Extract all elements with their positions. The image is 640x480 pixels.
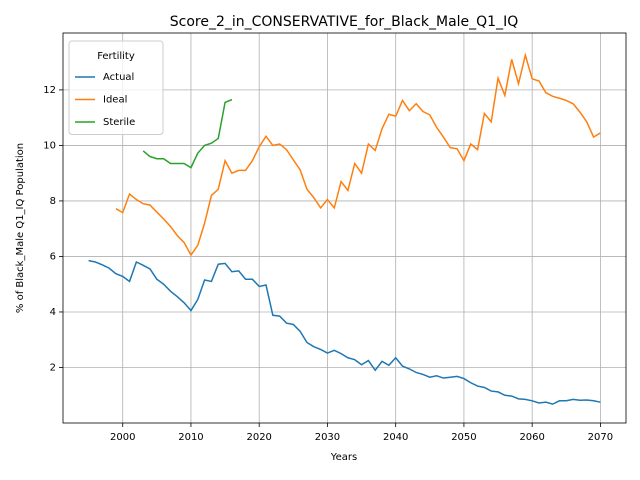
x-tick-label: 2030 [315, 432, 340, 443]
x-tick-label: 2010 [178, 432, 203, 443]
legend-title: Fertility [97, 51, 135, 62]
x-tick-label: 2070 [588, 432, 613, 443]
x-tick-label: 2000 [110, 432, 135, 443]
y-tick-label: 12 [43, 85, 56, 96]
legend-label: Ideal [103, 95, 127, 106]
line [142, 98, 233, 169]
x-tick-label: 2040 [383, 432, 408, 443]
y-tick-label: 2 [50, 362, 56, 373]
legend-label: Sterile [103, 117, 135, 128]
y-tick-label: 10 [43, 140, 56, 151]
x-tick-label: 2050 [451, 432, 476, 443]
line [88, 259, 601, 405]
y-tick-label: 8 [50, 196, 56, 207]
x-tick-label: 2060 [519, 432, 544, 443]
x-axis-label: Years [330, 452, 357, 463]
legend-label: Actual [103, 72, 134, 83]
plot-frame [62, 32, 627, 424]
y-tick-label: 4 [50, 307, 56, 318]
y-tick-label: 6 [50, 251, 56, 262]
line [115, 52, 601, 257]
x-tick-label: 2020 [246, 432, 271, 443]
chart-title: Score_2_in_CONSERVATIVE_for_Black_Male_Q… [170, 14, 518, 30]
y-axis-label: % of Black_Male Q1_IQ Population [15, 143, 26, 313]
legend-box [68, 40, 164, 135]
